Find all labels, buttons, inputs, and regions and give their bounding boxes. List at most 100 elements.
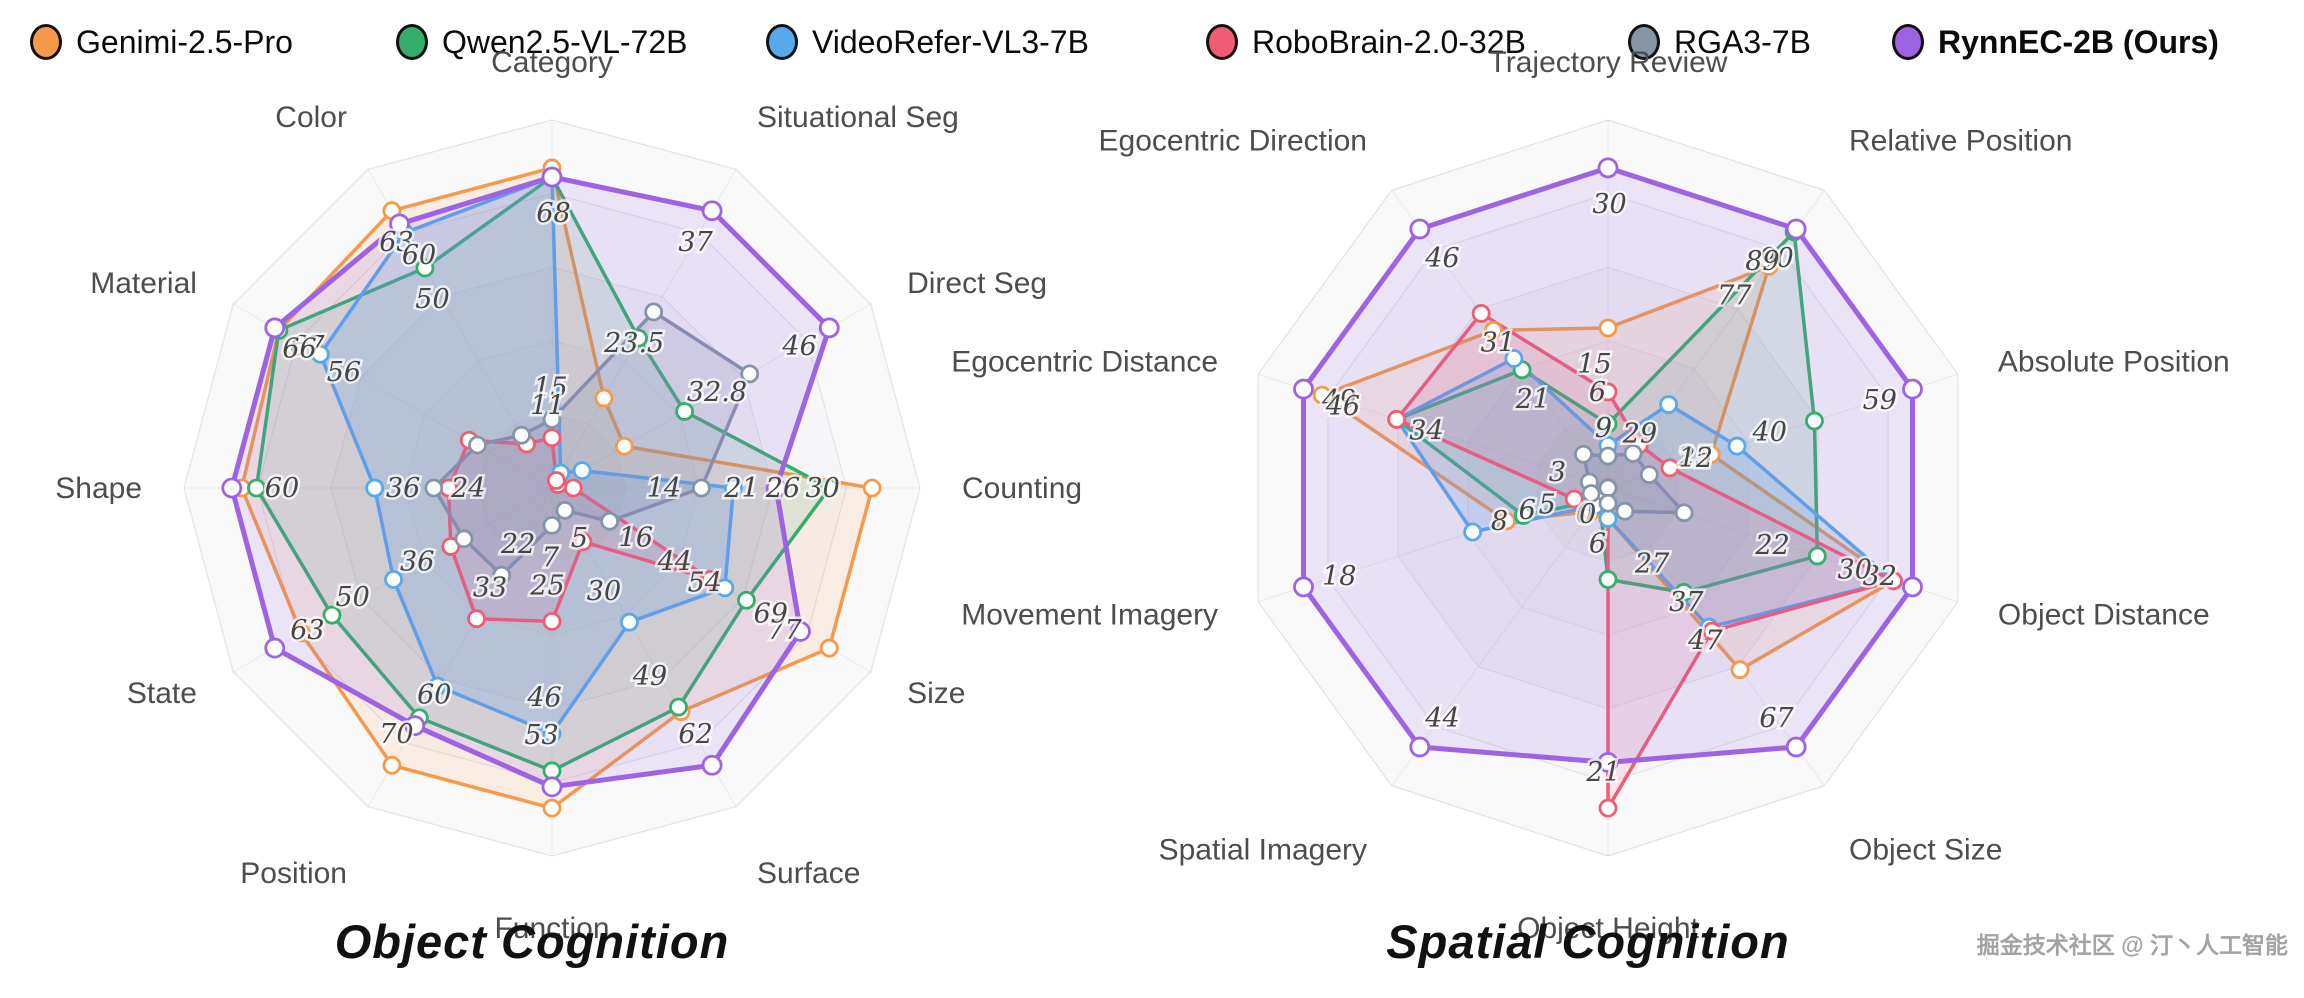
- data-point: [1463, 522, 1483, 542]
- data-point: [701, 570, 720, 589]
- data-point: [1730, 660, 1750, 680]
- legend-swatch-icon: [396, 24, 428, 60]
- data-point: [1639, 465, 1659, 484]
- data-point: [1727, 436, 1747, 456]
- point-value-label: 22: [1754, 530, 1789, 561]
- legend-item-rga3-7b[interactable]: RGA3-7B: [1628, 14, 1811, 70]
- chart-title: Spatial Cognition: [1386, 915, 1789, 968]
- point-value-label: 32: [1863, 561, 1897, 592]
- point-value-label: 60: [265, 473, 299, 504]
- point-value-label: 40: [1752, 417, 1787, 448]
- point-value-label: 11: [530, 391, 564, 422]
- point-value-label: 37: [1669, 587, 1704, 618]
- point-value-label: 6: [1589, 528, 1606, 559]
- point-value-label: 44: [657, 546, 692, 577]
- point-value-label: 89: [1745, 246, 1779, 277]
- point-value-label: 34: [1409, 415, 1443, 446]
- data-point: [382, 755, 402, 775]
- axis-label-state: State: [127, 677, 197, 710]
- data-point: [1805, 411, 1824, 431]
- point-value-label: 63: [379, 227, 413, 258]
- point-value-label: 60: [417, 679, 451, 710]
- data-point: [862, 478, 882, 498]
- point-value-label: 47: [1687, 626, 1723, 657]
- data-point: [818, 317, 840, 339]
- data-point: [1597, 752, 1619, 773]
- data-point: [542, 724, 562, 743]
- legend-item-qwen2-5-vl-72b[interactable]: Qwen2.5-VL-72B: [396, 14, 687, 70]
- axis-label-category: Category: [491, 46, 613, 79]
- point-value-label: 25: [1677, 442, 1712, 473]
- point-value-label: 29: [1622, 419, 1657, 450]
- data-point: [629, 328, 648, 348]
- data-point: [546, 471, 566, 490]
- point-value-label: 36: [386, 473, 420, 504]
- point-value-label: 0: [1576, 499, 1593, 530]
- data-point: [454, 529, 474, 549]
- data-point: [1785, 736, 1807, 758]
- legend-item-videorefer-vl3-7b[interactable]: VideoRefer-VL3-7B: [766, 14, 1089, 70]
- legend-label: RGA3-7B: [1674, 23, 1811, 60]
- axis-label-position: Position: [240, 857, 347, 890]
- legend-item-robobrain-2-0-32b[interactable]: RoboBrain-2.0-32B: [1206, 14, 1526, 70]
- data-point: [1623, 444, 1643, 463]
- data-point: [1702, 621, 1722, 641]
- data-point: [1598, 509, 1618, 528]
- data-point: [1574, 444, 1593, 464]
- data-point: [1581, 484, 1601, 503]
- data-point: [1598, 382, 1618, 402]
- point-value-label: 37: [678, 227, 713, 258]
- point-value-label: 49: [632, 661, 667, 692]
- point-value-label: 24: [450, 473, 485, 504]
- data-point: [1598, 414, 1618, 434]
- data-point: [573, 532, 593, 552]
- data-point: [424, 478, 444, 498]
- data-point: [428, 676, 448, 696]
- axis-label-material: Material: [90, 267, 197, 300]
- data-point: [467, 609, 486, 629]
- point-value-label: 46: [1325, 391, 1360, 422]
- legend-item-genimi-2-5-pro[interactable]: Genimi-2.5-Pro: [30, 14, 293, 70]
- point-value-label: 15: [533, 372, 567, 403]
- data-point: [1564, 489, 1584, 509]
- legend-label: Genimi-2.5-Pro: [76, 23, 293, 60]
- point-value-label: 6: [1519, 495, 1536, 526]
- data-point: [1514, 506, 1533, 525]
- point-value-label: 77: [1717, 281, 1752, 312]
- point-value-label: 30: [805, 473, 839, 504]
- data-point: [701, 200, 723, 222]
- data-point: [790, 621, 811, 642]
- data-point: [740, 364, 760, 384]
- data-point: [542, 761, 562, 781]
- data-point: [404, 715, 426, 737]
- point-value-label: 36: [400, 546, 434, 577]
- data-point: [572, 461, 592, 481]
- data-point: [542, 515, 562, 535]
- point-value-label: 21: [1585, 757, 1620, 788]
- data-point: [692, 478, 711, 498]
- point-value-label: 32.8: [687, 377, 747, 408]
- data-point: [614, 436, 634, 456]
- point-value-label: 56: [327, 357, 361, 388]
- axis-label-trajectory-review: Trajectory Review: [1489, 46, 1728, 79]
- data-point: [669, 697, 688, 717]
- data-point: [675, 402, 695, 421]
- data-point: [1387, 409, 1407, 429]
- point-value-label: 69: [754, 598, 788, 629]
- legend-item-rynnec-2b-ours-[interactable]: RynnEC-2B (Ours): [1892, 14, 2219, 70]
- chart-title: Object Cognition: [335, 915, 730, 968]
- data-point: [701, 754, 723, 776]
- point-value-label: 7: [542, 542, 560, 573]
- point-value-label: 25: [529, 570, 564, 601]
- grid-spoke: [1391, 487, 1609, 787]
- data-point: [724, 478, 743, 498]
- axis-label-egocentric-direction: Egocentric Direction: [1099, 124, 1367, 157]
- data-point: [715, 578, 735, 598]
- point-value-label: 9: [1595, 413, 1612, 444]
- data-point: [247, 478, 266, 498]
- point-value-label: 30: [1592, 189, 1626, 220]
- point-value-label: 3: [1549, 457, 1566, 488]
- data-point: [1659, 395, 1679, 414]
- point-value-label: 70: [379, 719, 413, 750]
- data-point: [820, 478, 839, 498]
